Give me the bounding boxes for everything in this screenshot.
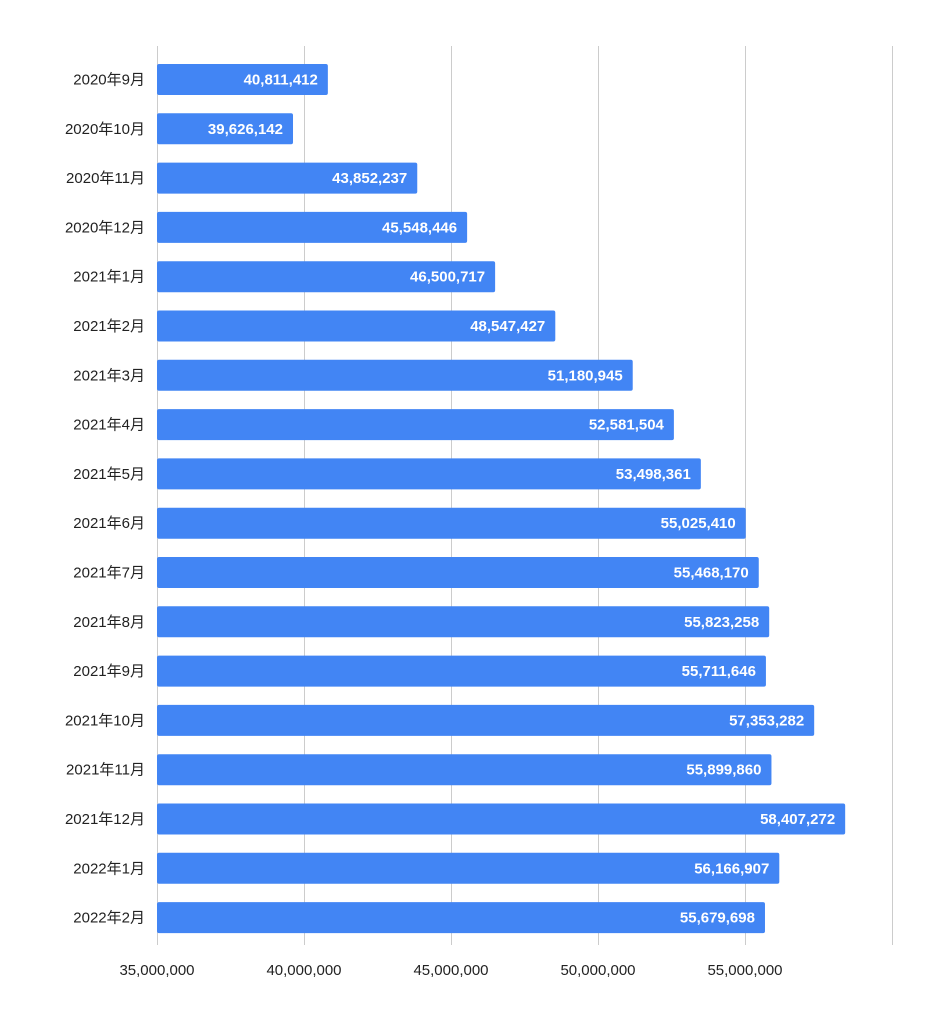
- category-label: 2021年7月: [73, 565, 145, 582]
- bar: [157, 310, 556, 342]
- category-label: 2020年12月: [65, 219, 145, 236]
- bar-value-label: 55,468,170: [674, 565, 749, 582]
- bar-value-label: 40,811,412: [244, 72, 318, 89]
- bar-value-label: 53,498,361: [616, 466, 691, 483]
- bar-value-label: 55,711,646: [682, 663, 756, 680]
- category-label: 2021年11月: [66, 762, 145, 779]
- bar-value-label: 39,626,142: [208, 121, 283, 138]
- bar-value-label: 46,500,717: [410, 269, 485, 286]
- bar: [157, 557, 759, 588]
- bar-value-label: 57,353,282: [729, 712, 804, 729]
- category-label: 2020年10月: [65, 121, 145, 138]
- bar-value-label: 48,547,427: [470, 318, 545, 335]
- bar-value-label: 45,548,446: [382, 219, 457, 236]
- bar-value-label: 55,679,698: [680, 910, 755, 927]
- bar-value-label: 55,823,258: [684, 614, 759, 631]
- category-label: 2021年2月: [73, 318, 145, 335]
- bar: [157, 606, 770, 638]
- category-labels-layer: 2020年9月 2020年10月 2020年11月 2020年12月 2021年1月 20…: [65, 72, 145, 927]
- x-tick-label: 35,000,000: [119, 962, 194, 979]
- category-label: 2021年1月: [73, 269, 145, 286]
- x-tick-label: 55,000,000: [707, 962, 782, 979]
- category-label: 2021年9月: [73, 663, 145, 680]
- category-label: 2021年4月: [73, 417, 145, 434]
- category-label: 2021年12月: [65, 811, 145, 828]
- bar: [157, 803, 846, 835]
- category-label: 2021年6月: [73, 515, 145, 532]
- bar-value-label: 56,166,907: [694, 860, 769, 877]
- bar: [157, 655, 766, 687]
- bar: [157, 704, 815, 736]
- bar: [157, 458, 701, 490]
- bar-value-label: 55,025,410: [661, 515, 736, 532]
- bars-layer: 40,811,412 39,626,142 43,852,237 45,548,446…: [157, 64, 846, 934]
- bar-value-label: 51,180,945: [548, 367, 623, 384]
- bar-value-label: 58,407,272: [760, 811, 835, 828]
- bar: [157, 359, 633, 391]
- x-tick-label: 40,000,000: [266, 962, 341, 979]
- category-label: 2021年3月: [73, 367, 145, 384]
- bar-value-label: 55,899,860: [686, 762, 761, 779]
- x-axis-tick-labels-layer: 35,000,000 40,000,000 45,000,000 50,000,000…: [119, 962, 782, 979]
- bar: [157, 852, 780, 884]
- category-label: 2021年8月: [73, 614, 145, 631]
- bar: [157, 211, 468, 243]
- category-label: 2022年2月: [73, 910, 145, 927]
- category-label: 2020年11月: [66, 170, 145, 187]
- x-tick-label: 45,000,000: [413, 962, 488, 979]
- category-label: 2020年9月: [73, 72, 145, 89]
- category-label: 2021年10月: [65, 712, 145, 729]
- bar: [157, 261, 496, 293]
- bar: [157, 162, 418, 194]
- grid-layer: [157, 46, 893, 945]
- bar: [157, 507, 746, 539]
- bar-value-label: 43,852,237: [332, 170, 407, 187]
- bar: [157, 113, 294, 145]
- category-label: 2021年5月: [73, 466, 145, 483]
- bar: [157, 409, 674, 441]
- bar: [157, 64, 328, 95]
- bar: [157, 902, 765, 934]
- bar-value-label: 52,581,504: [589, 417, 665, 434]
- category-label: 2022年1月: [73, 860, 145, 877]
- bar: [157, 754, 772, 786]
- x-tick-label: 50,000,000: [560, 962, 635, 979]
